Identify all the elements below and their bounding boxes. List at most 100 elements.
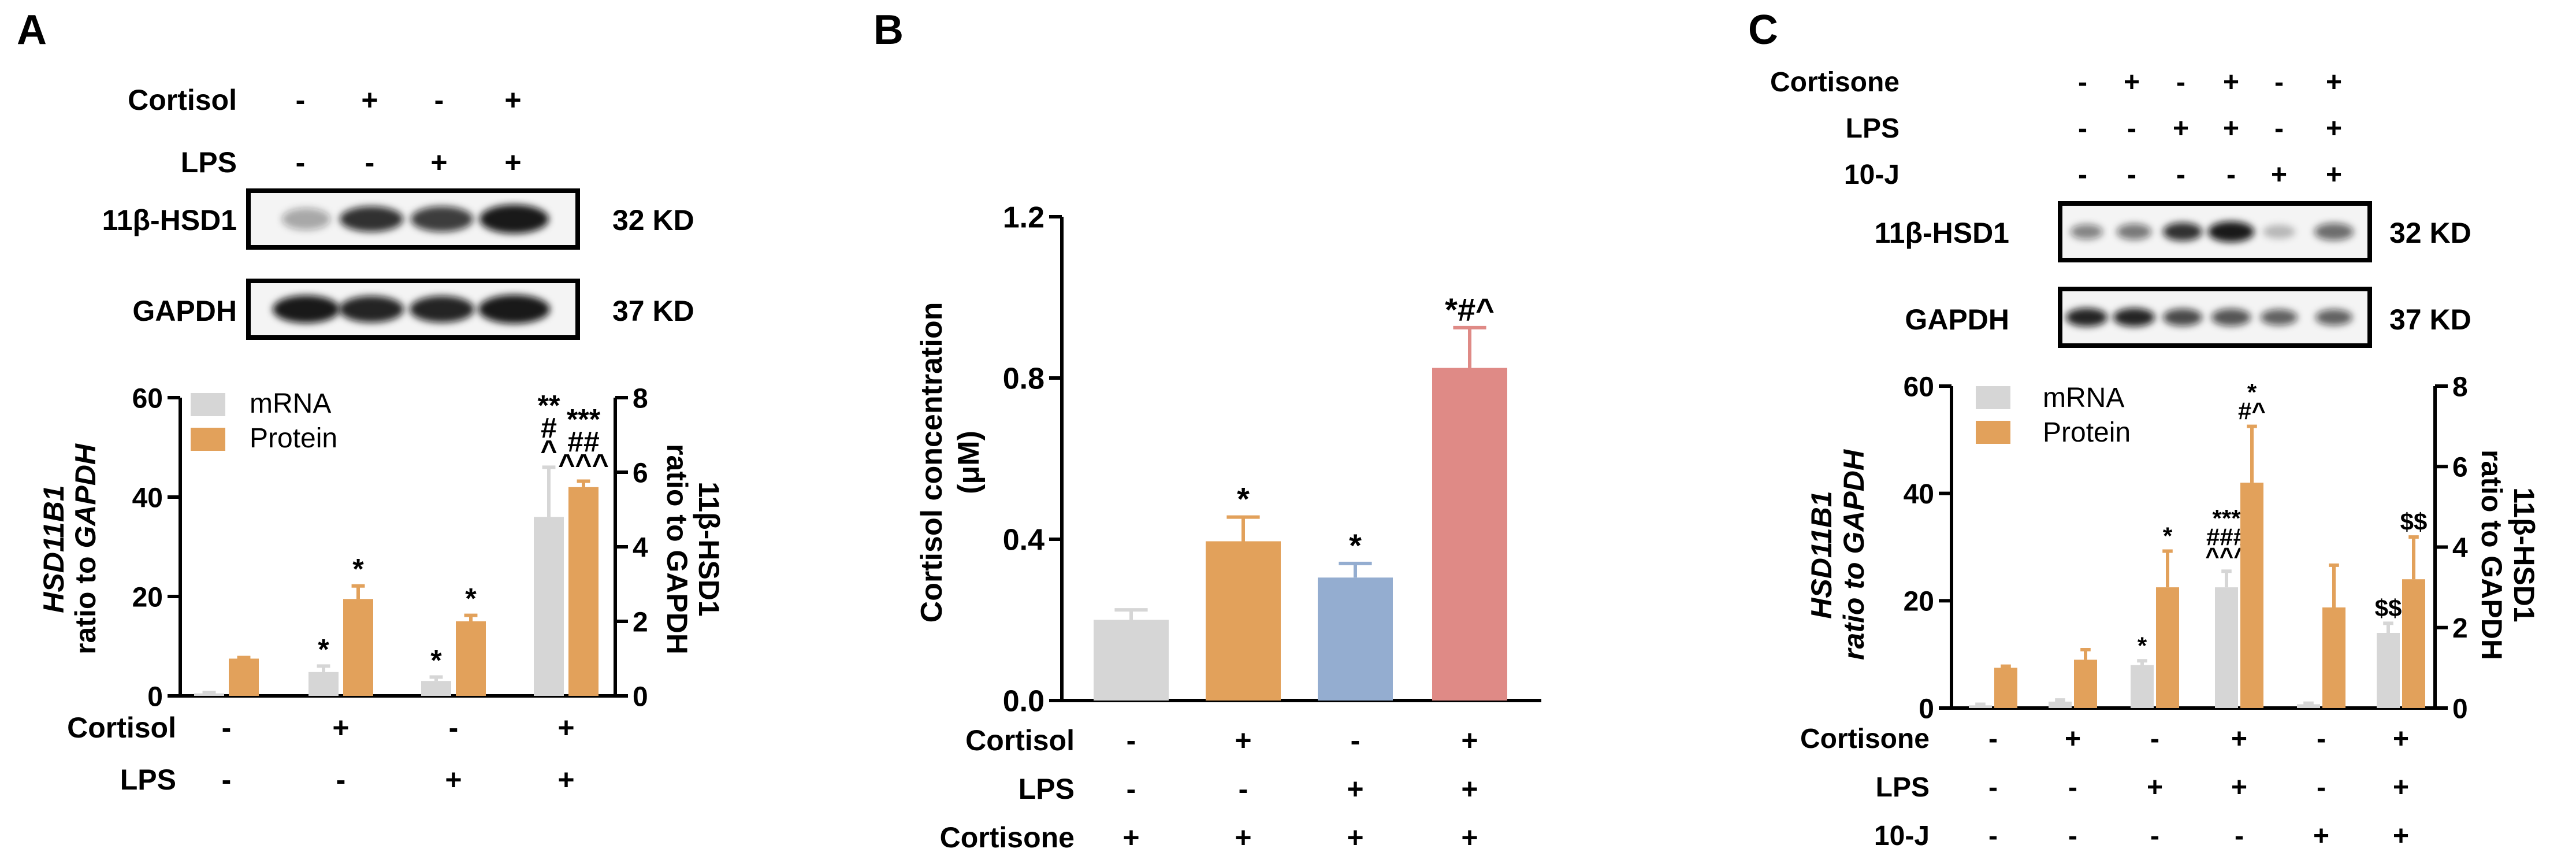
panel-c-footer-sign: - bbox=[2068, 772, 2077, 803]
panel-b-ylabel: Cortisol concentration (μM) bbox=[915, 302, 986, 623]
panel-a-left-tick-label: 60 bbox=[132, 383, 163, 414]
panel-letter-a: A bbox=[17, 7, 47, 53]
panel-a-kd-label: 32 KD bbox=[612, 204, 694, 236]
panel-c-header-sign: + bbox=[2223, 113, 2239, 144]
panel-a-bar-mrna bbox=[421, 681, 451, 696]
panel-c-header-sign: + bbox=[2173, 113, 2189, 144]
panel-a-right-tick-label: 8 bbox=[633, 383, 648, 414]
panel-b-footer-sign: + bbox=[1235, 724, 1251, 757]
panel-c-header-sign: + bbox=[2326, 160, 2342, 190]
panel-b-footer-sign: + bbox=[1347, 821, 1363, 854]
panel-c-blot-label: GAPDH bbox=[1905, 303, 2009, 336]
panel-c-header-sign: + bbox=[2271, 160, 2287, 190]
panel-c-header-sign: - bbox=[2176, 160, 2185, 190]
panel-c-header-sign: - bbox=[2274, 67, 2284, 98]
panel-a-bar-mrna-significance-label: * bbox=[430, 644, 442, 676]
panel-c-header-sign: + bbox=[2124, 67, 2140, 98]
panel-c-bar-protein bbox=[2156, 587, 2179, 708]
panel-a-ylabel-ratio: ratio to GAPDH bbox=[69, 443, 102, 654]
panel-a-blot-hsd1-band bbox=[282, 208, 330, 230]
panel-a-left-tick-label: 40 bbox=[132, 483, 163, 513]
panel-a-footer-sign: - bbox=[222, 764, 232, 796]
panel-c-bar-mrna-significance-label: $$ bbox=[2375, 594, 2402, 621]
panel-b-footer-sign: + bbox=[1235, 821, 1251, 854]
panel-c-left-tick-label: 20 bbox=[1904, 587, 1934, 617]
panel-c-bar-mrna bbox=[2215, 587, 2238, 708]
panel-c-footer-sign: - bbox=[1988, 821, 1998, 851]
panel-a-footer-sign: - bbox=[449, 712, 459, 744]
panel-c-bar-mrna bbox=[2297, 704, 2320, 708]
panel-a-bar-protein bbox=[343, 599, 373, 696]
panel-c-bar-mrna bbox=[2049, 701, 2072, 708]
panel-a-header-sign: - bbox=[296, 84, 306, 116]
panel-c-bar-protein-significance-label: * bbox=[2163, 522, 2173, 549]
panel-c-header-label: Cortisone bbox=[1770, 67, 1900, 98]
panel-a-bar-protein bbox=[456, 621, 486, 696]
panel-c-header-sign: - bbox=[2274, 113, 2284, 144]
panel-c-header-label: 10-J bbox=[1844, 160, 1900, 190]
panel-c-footer-sign: - bbox=[2317, 772, 2326, 803]
panel-a-left-tick-label: 20 bbox=[132, 582, 163, 613]
panel-b-footer-sign: + bbox=[1122, 821, 1139, 854]
panel-a-footer-sign: - bbox=[336, 764, 346, 796]
panel-a-header-sign: + bbox=[430, 146, 447, 179]
panel-a-footer-sign: + bbox=[557, 712, 574, 744]
panel-c-bar-mrna-significance-label: * bbox=[2138, 632, 2147, 659]
panel-a-blot-hsd1-band bbox=[479, 205, 549, 234]
panel-c-bar-mrna-significance-label: ### bbox=[2206, 524, 2247, 551]
panel-b-tick-label: 0.4 bbox=[1003, 524, 1044, 557]
panel-a-footer-label: LPS bbox=[120, 764, 176, 796]
panel-c-bar-protein bbox=[2074, 659, 2097, 708]
panel-c-footer-sign: + bbox=[2393, 724, 2409, 754]
panel-c-bar-mrna bbox=[2377, 633, 2400, 708]
panel-b-footer-label: Cortisol bbox=[965, 724, 1075, 757]
panel-c-blot-label: 11β-HSD1 bbox=[1875, 217, 2009, 249]
panel-c-bar-mrna-significance-label: *** bbox=[2212, 505, 2241, 532]
panel-c-header-sign: + bbox=[2223, 67, 2239, 98]
panel-b-bar-significance-label: *#^ bbox=[1445, 291, 1495, 328]
panel-c-footer-sign: + bbox=[2065, 724, 2081, 754]
panel-a-blot-label: GAPDH bbox=[132, 295, 237, 327]
panel-a-right-tick-label: 2 bbox=[633, 607, 648, 638]
panel-a-bar-mrna-significance-label: # bbox=[541, 412, 557, 444]
panel-a-footer-sign: + bbox=[332, 712, 349, 744]
panel-c-right-tick-label: 2 bbox=[2452, 613, 2468, 644]
panel-c-left-tick-label: 0 bbox=[1919, 694, 1934, 724]
panel-a-footer-sign: + bbox=[445, 764, 462, 796]
panel-c-right-tick-label: 0 bbox=[2452, 694, 2468, 724]
panel-c-blot-gapdh-band bbox=[2066, 308, 2107, 327]
panel-a-ylabel-ratio: ratio to GAPDH bbox=[661, 444, 693, 654]
panel-c-footer-sign: - bbox=[1988, 724, 1998, 754]
panel-c-footer-sign: + bbox=[2231, 724, 2247, 754]
panel-b-footer-sign: + bbox=[1461, 773, 1478, 805]
panel-c-blot-gapdh-band bbox=[2163, 309, 2202, 326]
panel-c-header-sign: - bbox=[2176, 67, 2185, 98]
panel-a-blot-gapdh-band bbox=[478, 295, 550, 324]
panel-c-left-tick-label: 60 bbox=[1904, 372, 1934, 402]
panel-b-bar-significance-label: * bbox=[1349, 527, 1362, 564]
panel-c-bar-protein-significance-label: $$ bbox=[2400, 508, 2428, 535]
panel-c-left-tick-label: 40 bbox=[1904, 479, 1934, 510]
panel-a-bar-mrna bbox=[534, 517, 564, 696]
panel-c-legend-label: mRNA bbox=[2043, 383, 2124, 413]
panel-c-footer-sign: - bbox=[2150, 821, 2159, 851]
panel-letter-b: B bbox=[873, 7, 904, 53]
panel-c-header-sign: - bbox=[2078, 67, 2087, 98]
panel-c-header-sign: + bbox=[2326, 67, 2342, 98]
panel-b-footer-label: Cortisone bbox=[940, 821, 1075, 854]
panel-c-bar-protein bbox=[1994, 668, 2017, 708]
panel-a-bar-protein-significance-label: *** bbox=[567, 403, 601, 435]
panel-a-footer-label: Cortisol bbox=[67, 712, 176, 744]
panel-b-footer-sign: - bbox=[1351, 724, 1361, 757]
panel-a-right-tick-label: 4 bbox=[633, 532, 648, 563]
panel-b-footer-sign: - bbox=[1127, 724, 1136, 757]
panel-c-ylabel-ratio: ratio to GAPDH bbox=[2475, 450, 2508, 660]
panel-a-header-sign: - bbox=[296, 146, 306, 179]
panel-b-bar-significance-label: * bbox=[1237, 481, 1250, 517]
panel-a-bar-protein bbox=[568, 487, 599, 696]
panel-b-bar bbox=[1432, 368, 1507, 701]
panel-a-blot-label: 11β-HSD1 bbox=[102, 204, 237, 236]
panel-a-bar-protein-significance-label: * bbox=[465, 583, 477, 615]
panel-b-footer-sign: - bbox=[1127, 773, 1136, 805]
